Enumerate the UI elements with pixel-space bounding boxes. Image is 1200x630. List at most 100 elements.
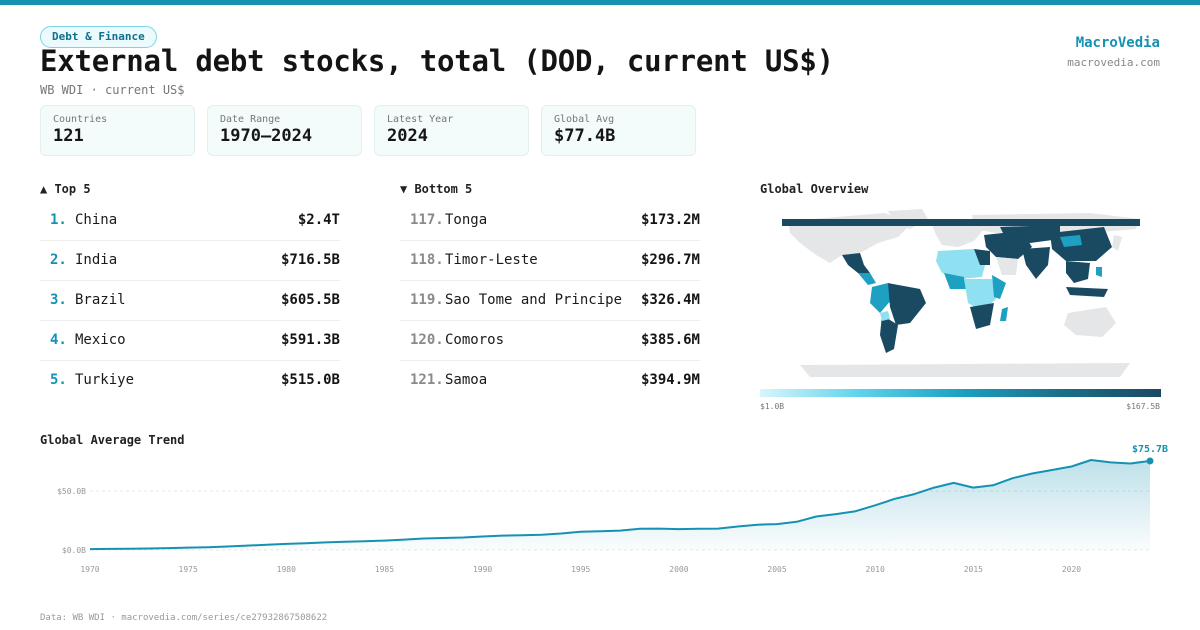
x-tick-label: 1995 bbox=[571, 565, 590, 574]
list-item[interactable]: 121. Samoa $394.9M bbox=[400, 361, 700, 401]
trend-area bbox=[90, 460, 1150, 550]
trend-end-point bbox=[1146, 457, 1154, 465]
country-name: Brazil bbox=[75, 292, 126, 308]
map-region-east-africa[interactable] bbox=[992, 275, 1006, 299]
country-value: $605.5B bbox=[280, 292, 340, 308]
stat-label: Global Avg bbox=[554, 114, 615, 125]
x-tick-label: 1985 bbox=[375, 565, 394, 574]
bottom5-list: 117. Tonga $173.2M 118. Timor-Leste $296… bbox=[400, 201, 700, 401]
rank-number: 119. bbox=[410, 292, 444, 308]
map-region-central-america[interactable] bbox=[858, 273, 876, 285]
map-legend-gradient bbox=[760, 389, 1161, 397]
top-accent-bar bbox=[0, 0, 1200, 5]
country-name: Timor-Leste bbox=[445, 252, 538, 268]
x-tick-label: 1970 bbox=[80, 565, 99, 574]
country-name: China bbox=[75, 212, 118, 228]
y-tick-label: $50.0B bbox=[57, 487, 86, 496]
map-region-china-inner[interactable] bbox=[1060, 235, 1082, 247]
map-region-north-africa[interactable] bbox=[936, 249, 986, 279]
country-value: $296.7M bbox=[640, 252, 700, 268]
map-region-colombia-peru[interactable] bbox=[870, 283, 892, 313]
page-subtitle: WB WDI · current US$ bbox=[40, 83, 185, 97]
list-item[interactable]: 119. Sao Tome and Principe $326.4M bbox=[400, 281, 700, 321]
x-tick-label: 2000 bbox=[669, 565, 688, 574]
country-value: $173.2M bbox=[640, 212, 700, 228]
list-item[interactable]: 2. India $716.5B bbox=[40, 241, 340, 281]
bottom5-heading: ▼ Bottom 5 bbox=[400, 182, 473, 196]
stat-value: 121 bbox=[53, 126, 84, 146]
world-choropleth-map[interactable] bbox=[760, 203, 1160, 383]
country-name: Turkiye bbox=[75, 372, 135, 388]
map-region-philippines[interactable] bbox=[1096, 267, 1102, 277]
map-region-argentina[interactable] bbox=[880, 315, 898, 353]
country-value: $515.0B bbox=[280, 372, 340, 388]
map-data-band bbox=[782, 219, 1140, 226]
y-tick-label: $0.0B bbox=[62, 546, 86, 555]
list-item[interactable]: 117. Tonga $173.2M bbox=[400, 201, 700, 241]
map-region-indonesia[interactable] bbox=[1066, 287, 1108, 297]
country-value: $385.6M bbox=[640, 332, 700, 348]
country-value: $2.4T bbox=[297, 212, 340, 228]
map-region-south-america-low[interactable] bbox=[880, 311, 890, 321]
list-item[interactable]: 1. China $2.4T bbox=[40, 201, 340, 241]
brand-url[interactable]: macrovedia.com bbox=[1067, 56, 1160, 69]
global-average-trend-chart[interactable]: $0.0B $50.0B 1970 1975 1980 1985 1990 1995 2000 2… bbox=[0, 445, 1200, 585]
x-tick-label: 1980 bbox=[277, 565, 296, 574]
x-tick-label: 1990 bbox=[473, 565, 492, 574]
top5-list: 1. China $2.4T 2. India $716.5B 3. Brazi… bbox=[40, 201, 340, 401]
x-tick-label: 2010 bbox=[866, 565, 885, 574]
rank-number: 2. bbox=[50, 252, 67, 268]
rank-number: 120. bbox=[410, 332, 444, 348]
list-item[interactable]: 118. Timor-Leste $296.7M bbox=[400, 241, 700, 281]
map-region-antarctica[interactable] bbox=[800, 363, 1130, 377]
country-name: Comoros bbox=[445, 332, 505, 348]
map-region-west-africa[interactable] bbox=[944, 273, 966, 289]
stat-value: 2024 bbox=[387, 126, 428, 146]
map-region-central-africa[interactable] bbox=[964, 279, 996, 311]
stat-card-countries: Countries 121 bbox=[40, 105, 195, 156]
rank-number: 121. bbox=[410, 372, 444, 388]
country-value: $716.5B bbox=[280, 252, 340, 268]
brand-logo[interactable]: MacroVedia bbox=[1075, 35, 1160, 51]
map-region-mexico[interactable] bbox=[842, 253, 870, 273]
map-region-brazil[interactable] bbox=[888, 283, 926, 325]
rank-number: 3. bbox=[50, 292, 67, 308]
top5-heading: ▲ Top 5 bbox=[40, 182, 91, 196]
trend-end-label: $75.7B bbox=[1132, 445, 1168, 455]
list-item[interactable]: 120. Comoros $385.6M bbox=[400, 321, 700, 361]
map-region-central-asia[interactable] bbox=[1000, 225, 1060, 243]
stat-value: 1970–2024 bbox=[220, 126, 313, 146]
stat-label: Latest Year bbox=[387, 114, 454, 125]
map-region-southern-africa[interactable] bbox=[970, 303, 994, 329]
stat-value: $77.4B bbox=[554, 126, 616, 146]
map-heading: Global Overview bbox=[760, 182, 869, 196]
x-tick-label: 2020 bbox=[1062, 565, 1081, 574]
rank-number: 117. bbox=[410, 212, 444, 228]
stat-card-global-avg: Global Avg $77.4B bbox=[541, 105, 696, 156]
category-badge[interactable]: Debt & Finance bbox=[40, 26, 157, 48]
trend-line bbox=[89, 459, 1151, 551]
list-item[interactable]: 3. Brazil $605.5B bbox=[40, 281, 340, 321]
rank-number: 5. bbox=[50, 372, 67, 388]
map-region-india[interactable] bbox=[1022, 247, 1050, 279]
list-item[interactable]: 4. Mexico $591.3B bbox=[40, 321, 340, 361]
country-value: $394.9M bbox=[640, 372, 700, 388]
map-region-arabia[interactable] bbox=[996, 257, 1018, 275]
x-tick-label: 2015 bbox=[964, 565, 983, 574]
country-value: $326.4M bbox=[640, 292, 700, 308]
country-name: India bbox=[75, 252, 118, 268]
trend-heading: Global Average Trend bbox=[40, 433, 185, 447]
country-value: $591.3B bbox=[280, 332, 340, 348]
map-legend-min: $1.0B bbox=[760, 402, 785, 411]
map-region-southeast-asia[interactable] bbox=[1066, 261, 1090, 283]
country-name: Mexico bbox=[75, 332, 126, 348]
map-region-egypt[interactable] bbox=[974, 249, 990, 265]
stat-card-date-range: Date Range 1970–2024 bbox=[207, 105, 362, 156]
rank-number: 4. bbox=[50, 332, 67, 348]
map-region-australia[interactable] bbox=[1064, 307, 1116, 337]
stat-label: Date Range bbox=[220, 114, 281, 125]
country-name: Tonga bbox=[445, 212, 488, 228]
map-region-japan[interactable] bbox=[1112, 235, 1122, 251]
map-region-madagascar[interactable] bbox=[1000, 307, 1008, 321]
list-item[interactable]: 5. Turkiye $515.0B bbox=[40, 361, 340, 401]
